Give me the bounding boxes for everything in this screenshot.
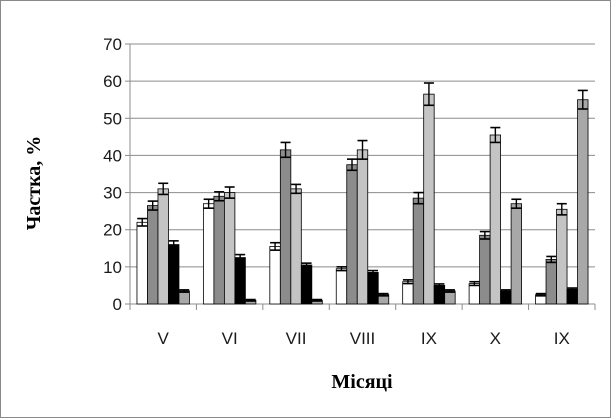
bar xyxy=(468,283,481,305)
bar xyxy=(157,188,169,305)
bar xyxy=(279,149,292,305)
bar xyxy=(577,99,589,305)
y-tick-label: 20 xyxy=(103,221,122,240)
x-tick-label: IX xyxy=(421,329,437,348)
y-tick-label: 40 xyxy=(103,146,122,165)
bar xyxy=(147,205,159,305)
y-tick-label: 60 xyxy=(103,72,122,91)
bar xyxy=(356,149,369,305)
x-tick-label: VII xyxy=(286,329,307,348)
x-tick-label: VIII xyxy=(350,329,376,348)
y-tick-label: 0 xyxy=(113,295,122,314)
x-tick-label: VI xyxy=(222,329,238,348)
bar xyxy=(402,281,414,305)
x-tick-label: X xyxy=(490,329,501,348)
bar xyxy=(234,257,246,305)
bar xyxy=(545,259,557,305)
bar xyxy=(346,164,358,305)
bar xyxy=(367,272,379,305)
y-tick-label: 50 xyxy=(103,109,122,128)
bar xyxy=(178,290,190,305)
bar xyxy=(433,285,446,305)
bar xyxy=(223,192,236,305)
y-axis-title: Частка, % xyxy=(23,136,45,231)
bar xyxy=(510,203,523,305)
bar xyxy=(500,290,512,305)
bar xyxy=(213,195,225,305)
error-bars xyxy=(137,82,588,302)
bars xyxy=(136,93,589,305)
bar xyxy=(489,134,502,305)
bar xyxy=(136,221,148,305)
bar xyxy=(412,197,425,305)
bar xyxy=(300,264,313,305)
y-tick-label: 10 xyxy=(103,258,122,277)
x-tick-label: V xyxy=(158,329,170,348)
y-tick-label: 70 xyxy=(103,35,122,54)
bar xyxy=(479,234,491,305)
bar xyxy=(290,188,302,305)
bar xyxy=(566,288,578,305)
x-axis-title: Місяці xyxy=(331,371,393,393)
bar xyxy=(168,244,180,305)
x-tick-label: IX xyxy=(554,329,570,348)
y-tick-label: 30 xyxy=(103,184,122,203)
bar xyxy=(202,203,215,305)
tick-labels: 0 10 20 30 40 50 60 70 V VI VII VIII IX X IX xyxy=(103,35,570,348)
bar xyxy=(335,268,348,305)
bar xyxy=(269,246,281,305)
bar xyxy=(556,208,568,305)
bar xyxy=(444,290,456,305)
bar xyxy=(423,93,435,305)
